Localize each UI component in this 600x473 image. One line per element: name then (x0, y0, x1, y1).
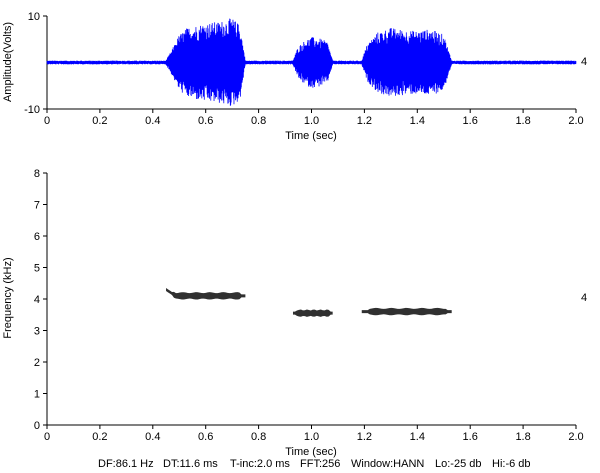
spectrogram-band (292, 309, 333, 317)
spectrogram-channel-label: 4 (581, 292, 587, 304)
waveform-x-tick-label: 1.2 (357, 115, 372, 127)
spectrogram-x-axis-label: Time (sec) (285, 446, 337, 458)
spectrogram-y-tick-label: 4 (34, 294, 40, 306)
spectrogram-x-tick-label: 0.4 (145, 431, 160, 443)
spectrogram-y-axis-label: Frequency (kHz) (2, 257, 14, 338)
dt-value: DT:11.6 ms (163, 458, 218, 470)
spectrogram-y-tick-label: 7 (34, 200, 40, 212)
spectrogram-y-tick-label: 8 (34, 168, 40, 180)
waveform-x-tick-label: 1.6 (463, 115, 478, 127)
waveform-x-tick-label: 2.0 (568, 115, 583, 127)
spectrogram-y-tick-label: 3 (34, 326, 40, 338)
waveform-y-tick-label: -10 (24, 104, 40, 116)
analysis-parameters-footer: DF:86.1 Hz DT:11.6 ms T-inc:2.0 ms FFT:2… (0, 458, 600, 473)
waveform-trace (46, 18, 577, 106)
df-value: DF:86.1 Hz (98, 458, 154, 470)
spectrogram-axes: 0 0.2 0.4 0.6 0.8 1.0 1.2 1.4 1.6 1.8 2.0 0 1 2 3 4 5 6 7 8 (34, 168, 584, 443)
spectrogram-y-tick-label: 5 (34, 263, 40, 275)
waveform-channel-label: 4 (581, 56, 587, 68)
waveform-y-tick-label: 10 (28, 11, 40, 23)
waveform-y-axis-label: Amplitude(Volts) (2, 22, 14, 102)
spectrogram-x-tick-label: 1.4 (410, 431, 425, 443)
spectrogram-x-tick-label: 1.6 (463, 431, 478, 443)
spectrogram-band (166, 288, 246, 300)
lo-value: Lo:-25 db (435, 458, 482, 470)
waveform-x-axis-label: Time (sec) (285, 130, 337, 142)
hi-value: Hi:-6 db (492, 458, 531, 470)
spectrogram-bands (166, 288, 452, 317)
spectrogram-y-tick-label: 2 (34, 357, 40, 369)
waveform-signal (46, 18, 577, 106)
spectrogram-x-tick-label: 2.0 (568, 431, 583, 443)
spectrogram-x-tick-label: 1.0 (304, 431, 319, 443)
waveform-x-tick-label: 1.0 (304, 115, 319, 127)
t-inc-value: T-inc:2.0 ms (230, 458, 290, 470)
waveform-x-tick-label: 0.2 (92, 115, 107, 127)
spectrogram-x-tick-label: 0 (44, 431, 50, 443)
spectrogram-x-tick-label: 0.6 (198, 431, 213, 443)
spectrogram-x-tick-label: 1.2 (357, 431, 372, 443)
spectrogram-x-tick-label: 0.8 (251, 431, 266, 443)
waveform-x-tick-label: 0.4 (145, 115, 160, 127)
waveform-x-tick-label: 0.8 (251, 115, 266, 127)
waveform-x-tick-label: 0 (44, 115, 50, 127)
window-value: Window:HANN (351, 458, 425, 470)
waveform-x-tick-label: 1.4 (410, 115, 425, 127)
spectrogram-y-tick-label: 6 (34, 231, 40, 243)
fft-value: FFT:256 (300, 458, 341, 470)
spectrogram-x-tick-label: 1.8 (515, 431, 530, 443)
waveform-axes: 0 0.2 0.4 0.6 0.8 1.0 1.2 1.4 1.6 1.8 2.0 -10 10 (24, 11, 584, 127)
waveform-x-tick-label: 0.6 (198, 115, 213, 127)
waveform-x-tick-label: 1.8 (515, 115, 530, 127)
spectrogram-y-tick-label: 1 (34, 389, 40, 401)
spectrogram-x-tick-label: 0.2 (92, 431, 107, 443)
spectrogram-band (361, 307, 452, 316)
spectrogram-y-tick-label: 0 (34, 420, 40, 432)
